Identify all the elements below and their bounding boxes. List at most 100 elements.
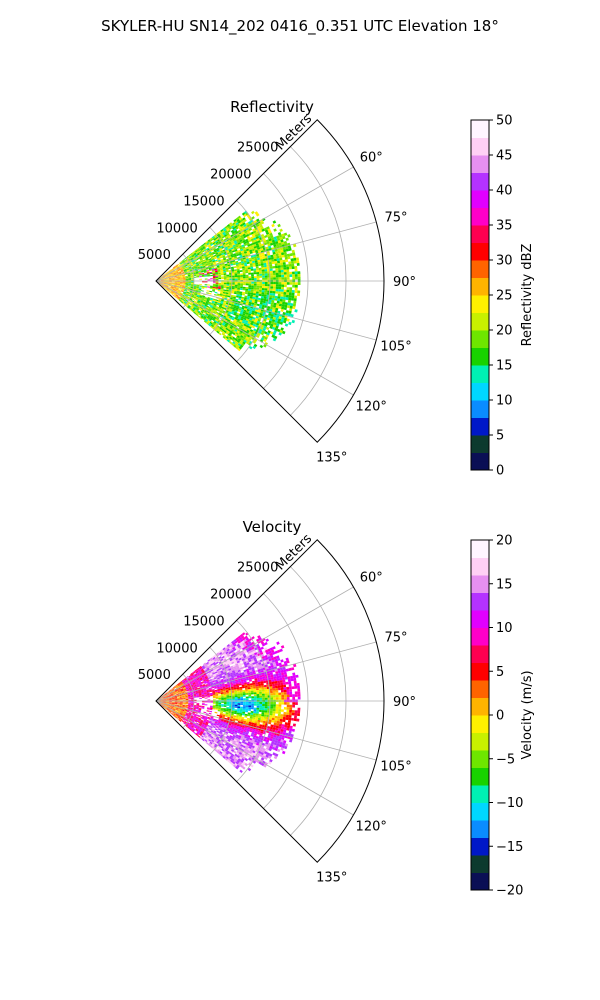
field-cell (185, 712, 189, 715)
field-cell (200, 667, 203, 671)
field-cell (190, 275, 194, 277)
field-cell (237, 220, 242, 224)
field-cell (232, 283, 235, 285)
field-cell (190, 306, 193, 310)
field-cell (180, 703, 183, 704)
field-cell (201, 271, 204, 273)
field-cell (182, 703, 186, 705)
field-cell (174, 277, 178, 279)
field-cell (200, 299, 204, 302)
field-cell (201, 298, 204, 301)
field-cell (246, 250, 250, 253)
field-cell (214, 740, 218, 743)
field-cell (179, 704, 183, 705)
field-cell (199, 671, 203, 675)
field-cell (194, 679, 197, 682)
field-cell (163, 697, 166, 699)
field-cell (227, 254, 231, 258)
field-cell (179, 719, 182, 722)
field-cell (204, 717, 208, 719)
field-cell (211, 733, 215, 737)
field-cell (177, 279, 181, 281)
field-cell (229, 697, 233, 699)
field-cell (262, 320, 266, 324)
field-cell (253, 268, 257, 271)
field-cell (185, 267, 189, 270)
field-cell (178, 265, 182, 267)
field-cell (241, 327, 245, 330)
field-cell (188, 687, 192, 689)
field-cell (181, 679, 185, 682)
field-cell (168, 285, 172, 287)
field-cell (198, 717, 202, 720)
field-cell (185, 680, 189, 683)
field-cell (214, 689, 218, 692)
field-cell (212, 742, 216, 745)
field-cell (222, 304, 226, 307)
field-cell (170, 712, 173, 715)
field-cell (185, 704, 189, 706)
field-cell (247, 296, 251, 299)
field-cell (236, 304, 240, 307)
field-cell (242, 239, 246, 243)
field-cell (220, 286, 224, 289)
field-cell (182, 696, 186, 698)
field-cell (176, 288, 179, 290)
field-cell (235, 321, 239, 325)
field-cell (216, 730, 220, 733)
field-cell (245, 301, 249, 304)
field-cell (220, 309, 224, 312)
field-cell (165, 285, 169, 287)
field-cell (232, 341, 236, 345)
field-cell (195, 708, 199, 710)
field-cell (210, 675, 214, 678)
velocity-panel: Velocity 500010000150002000025000Meters6… (138, 518, 535, 899)
field-cell (194, 300, 198, 303)
field-cell (280, 267, 284, 271)
field-cell (227, 319, 231, 322)
field-cell (251, 248, 255, 252)
field-cell (217, 325, 221, 329)
field-cell (173, 267, 177, 270)
field-cell (294, 265, 298, 269)
field-cell (292, 284, 295, 288)
field-cell (282, 259, 286, 263)
field-cell (160, 277, 163, 279)
field-cell (179, 286, 183, 288)
field-cell (237, 225, 241, 229)
field-cell (226, 287, 230, 289)
field-cell (264, 286, 268, 289)
field-cell (288, 247, 292, 251)
field-cell (277, 293, 281, 297)
field-cell (194, 268, 198, 270)
field-cell (252, 340, 257, 344)
field-cell (184, 683, 187, 686)
field-cell (200, 269, 204, 271)
field-cell (169, 699, 172, 701)
field-cell (285, 248, 289, 252)
field-cell (172, 709, 176, 711)
field-cell (166, 691, 170, 694)
field-cell (236, 218, 240, 223)
field-cell (210, 255, 214, 258)
field-cell (234, 710, 237, 713)
field-cell (205, 665, 208, 668)
field-cell (221, 666, 225, 669)
field-cell (294, 284, 298, 288)
field-cell (276, 323, 280, 327)
field-cell (231, 310, 235, 314)
field-cell (194, 687, 198, 690)
field-cell (252, 260, 256, 264)
field-cell (264, 336, 268, 340)
field-cell (197, 299, 201, 302)
field-cell (195, 304, 199, 307)
field-cell (231, 670, 236, 673)
field-cell (193, 678, 197, 681)
field-cell (190, 258, 194, 261)
field-cell (177, 699, 181, 700)
field-cell (169, 270, 172, 273)
field-cell (234, 278, 238, 281)
field-cell (245, 341, 250, 345)
field-cell (245, 331, 249, 335)
field-cell (160, 697, 164, 700)
